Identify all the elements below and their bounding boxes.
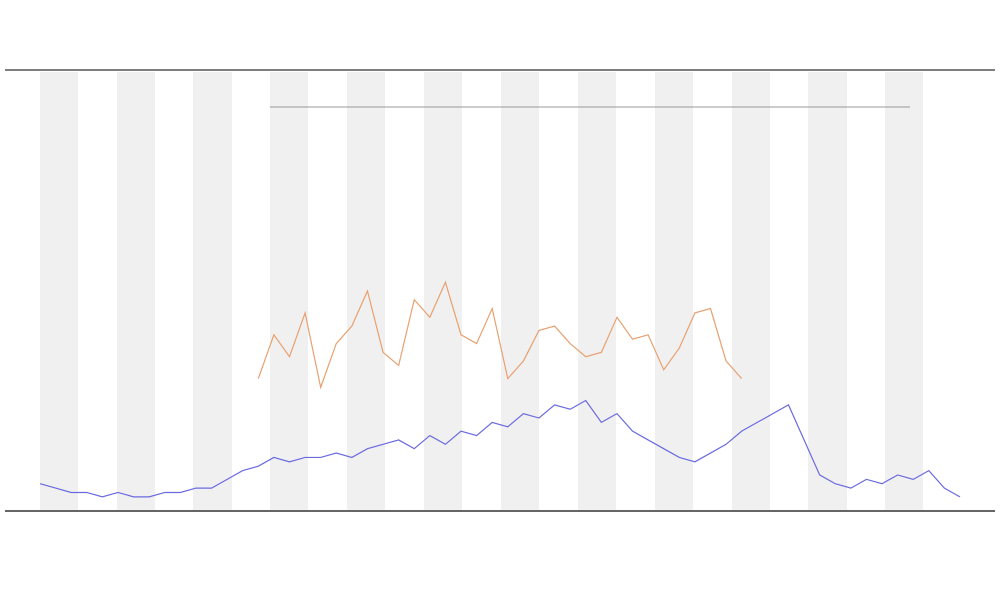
- band: [885, 72, 923, 510]
- band: [270, 72, 308, 510]
- band: [732, 72, 770, 510]
- band: [501, 72, 539, 510]
- band: [193, 72, 232, 510]
- band: [424, 72, 462, 510]
- band: [578, 72, 616, 510]
- band: [40, 72, 78, 510]
- bands: [40, 72, 923, 510]
- band: [808, 72, 847, 510]
- series-line: [257, 280, 743, 390]
- band: [347, 72, 385, 510]
- series-line: [39, 399, 961, 498]
- band: [655, 72, 693, 510]
- band: [117, 72, 155, 510]
